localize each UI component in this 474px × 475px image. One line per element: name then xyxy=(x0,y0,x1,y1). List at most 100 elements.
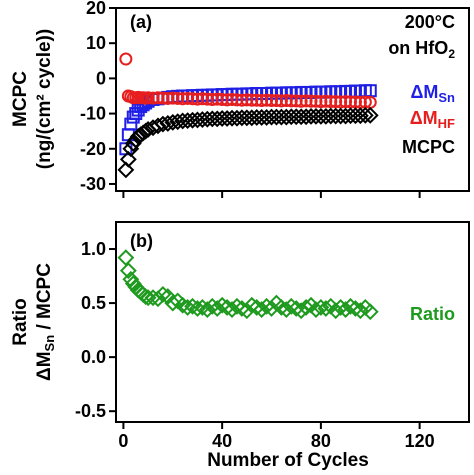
data-point-hf xyxy=(161,91,175,105)
data-point-mcpc xyxy=(287,108,305,126)
data-point-mcpc xyxy=(119,150,137,168)
panel-b-xtick-label: 40 xyxy=(212,431,232,451)
data-point-ratio xyxy=(317,300,335,317)
data-point-hf xyxy=(265,94,279,108)
panel-b-ytick-label: 0.0 xyxy=(81,347,106,367)
data-point-hf xyxy=(284,94,298,108)
panel-a-xticks xyxy=(122,191,421,198)
data-point-mcpc xyxy=(149,117,167,135)
data-point-mcpc xyxy=(213,110,231,127)
data-point-mcpc xyxy=(347,107,364,125)
data-point-hf xyxy=(304,94,318,108)
panel-a-series-mcpc xyxy=(117,106,379,179)
data-point-hf xyxy=(299,94,313,108)
data-point-hf xyxy=(255,94,269,108)
data-point-mcpc xyxy=(248,109,266,126)
data-point-mcpc xyxy=(342,107,359,125)
data-point-hf xyxy=(250,93,264,107)
data-point-hf xyxy=(166,91,180,105)
data-point-hf xyxy=(319,94,333,108)
panel-b-ylabel-line2-rest: / MCPC xyxy=(34,263,55,335)
data-point-mcpc xyxy=(272,108,290,126)
data-point-hf xyxy=(215,93,229,106)
data-point-hf xyxy=(220,93,234,107)
panel-b-ylabel-line2-sub: Sn xyxy=(42,335,57,352)
legend-hf-sub: HF xyxy=(438,116,455,131)
panel-b-yticks: 1.0 0.5 0.0 -0.5 xyxy=(75,239,116,421)
legend-hf-main: ΔM xyxy=(410,108,438,128)
panel-b-frame xyxy=(115,221,470,423)
data-point-ratio xyxy=(122,270,140,288)
panel-b-xticks: 0 40 80 120 xyxy=(118,422,435,451)
data-point-mcpc xyxy=(312,107,330,125)
data-point-ratio xyxy=(282,297,300,315)
data-point-mcpc xyxy=(243,109,261,127)
data-point-hf xyxy=(240,93,254,107)
panel-b: 1.0 0.5 0.0 -0.5 0 40 80 120 (b) Ratio Ratio Δ… xyxy=(10,221,470,471)
data-point-mcpc xyxy=(361,106,379,124)
data-point-hf xyxy=(200,92,214,106)
panel-a-ytick-label: 10 xyxy=(86,33,106,53)
data-point-ratio xyxy=(159,288,177,306)
panel-a-ytick-label: -30 xyxy=(80,174,106,194)
data-point-hf xyxy=(205,93,219,106)
panel-b-xtick-label: 0 xyxy=(118,431,128,451)
data-point-mcpc xyxy=(337,107,354,125)
data-point-ratio xyxy=(243,296,261,314)
panel-a-ylabel-line2: (ng/(cm² cycle)) xyxy=(34,29,55,169)
data-point-ratio xyxy=(213,296,231,314)
panel-a-annotation-substrate-sub: 2 xyxy=(448,47,455,61)
data-point-hf xyxy=(190,92,204,106)
panel-a-frame xyxy=(115,7,470,192)
panel-b-xtick-label: 120 xyxy=(405,431,435,451)
legend-sn-sub: Sn xyxy=(438,90,455,105)
panel-b-ytick-label: 0.5 xyxy=(81,293,106,313)
legend-hf-label: ΔMHF xyxy=(410,108,455,131)
data-point-ratio xyxy=(139,289,157,307)
panel-b-series-ratio xyxy=(117,249,379,321)
panel-b-ytick-label: -0.5 xyxy=(75,401,106,421)
data-point-ratio xyxy=(189,300,206,317)
data-point-hf xyxy=(294,94,308,108)
data-point-hf xyxy=(171,91,185,105)
data-point-mcpc xyxy=(263,108,280,126)
data-point-ratio xyxy=(119,262,137,280)
panel-b-xlabel: Number of Cycles xyxy=(207,450,369,471)
data-point-mcpc xyxy=(253,109,271,126)
panel-a-annotation-substrate-main: on HfO xyxy=(388,38,448,58)
data-point-mcpc xyxy=(228,109,246,127)
data-point-hf xyxy=(151,91,165,105)
legend-sn-label: ΔMSn xyxy=(410,82,455,105)
data-point-hf xyxy=(119,52,133,66)
data-point-hf xyxy=(141,91,155,105)
data-point-hf xyxy=(260,93,274,107)
data-point-hf xyxy=(289,94,303,108)
data-point-ratio xyxy=(184,297,201,315)
panel-a-label: (a) xyxy=(130,12,152,32)
panel-a-ytick-label: 20 xyxy=(86,0,106,18)
data-point-hf xyxy=(195,92,209,106)
data-point-ratio xyxy=(342,297,359,315)
data-point-hf xyxy=(339,95,353,109)
data-point-hf xyxy=(334,95,348,109)
panel-a-series-hf xyxy=(119,52,377,109)
data-point-hf xyxy=(279,94,293,108)
data-point-ratio xyxy=(149,290,167,308)
data-point-hf xyxy=(186,92,200,106)
data-point-mcpc xyxy=(322,107,340,125)
data-point-ratio xyxy=(154,286,172,303)
data-point-hf xyxy=(210,92,224,106)
data-point-mcpc xyxy=(307,107,325,125)
data-point-hf xyxy=(329,95,343,109)
legend-ratio-label: Ratio xyxy=(410,304,455,324)
data-point-hf xyxy=(309,94,323,108)
data-point-ratio xyxy=(164,294,182,312)
data-point-ratio xyxy=(228,297,246,315)
data-point-hf xyxy=(230,93,244,107)
data-point-ratio xyxy=(174,296,192,314)
panel-a-annotation-substrate: on HfO2 xyxy=(388,38,455,61)
data-point-mcpc xyxy=(292,108,310,126)
data-point-hf xyxy=(274,94,288,108)
data-point-mcpc xyxy=(238,109,256,127)
data-point-mcpc xyxy=(356,106,374,124)
